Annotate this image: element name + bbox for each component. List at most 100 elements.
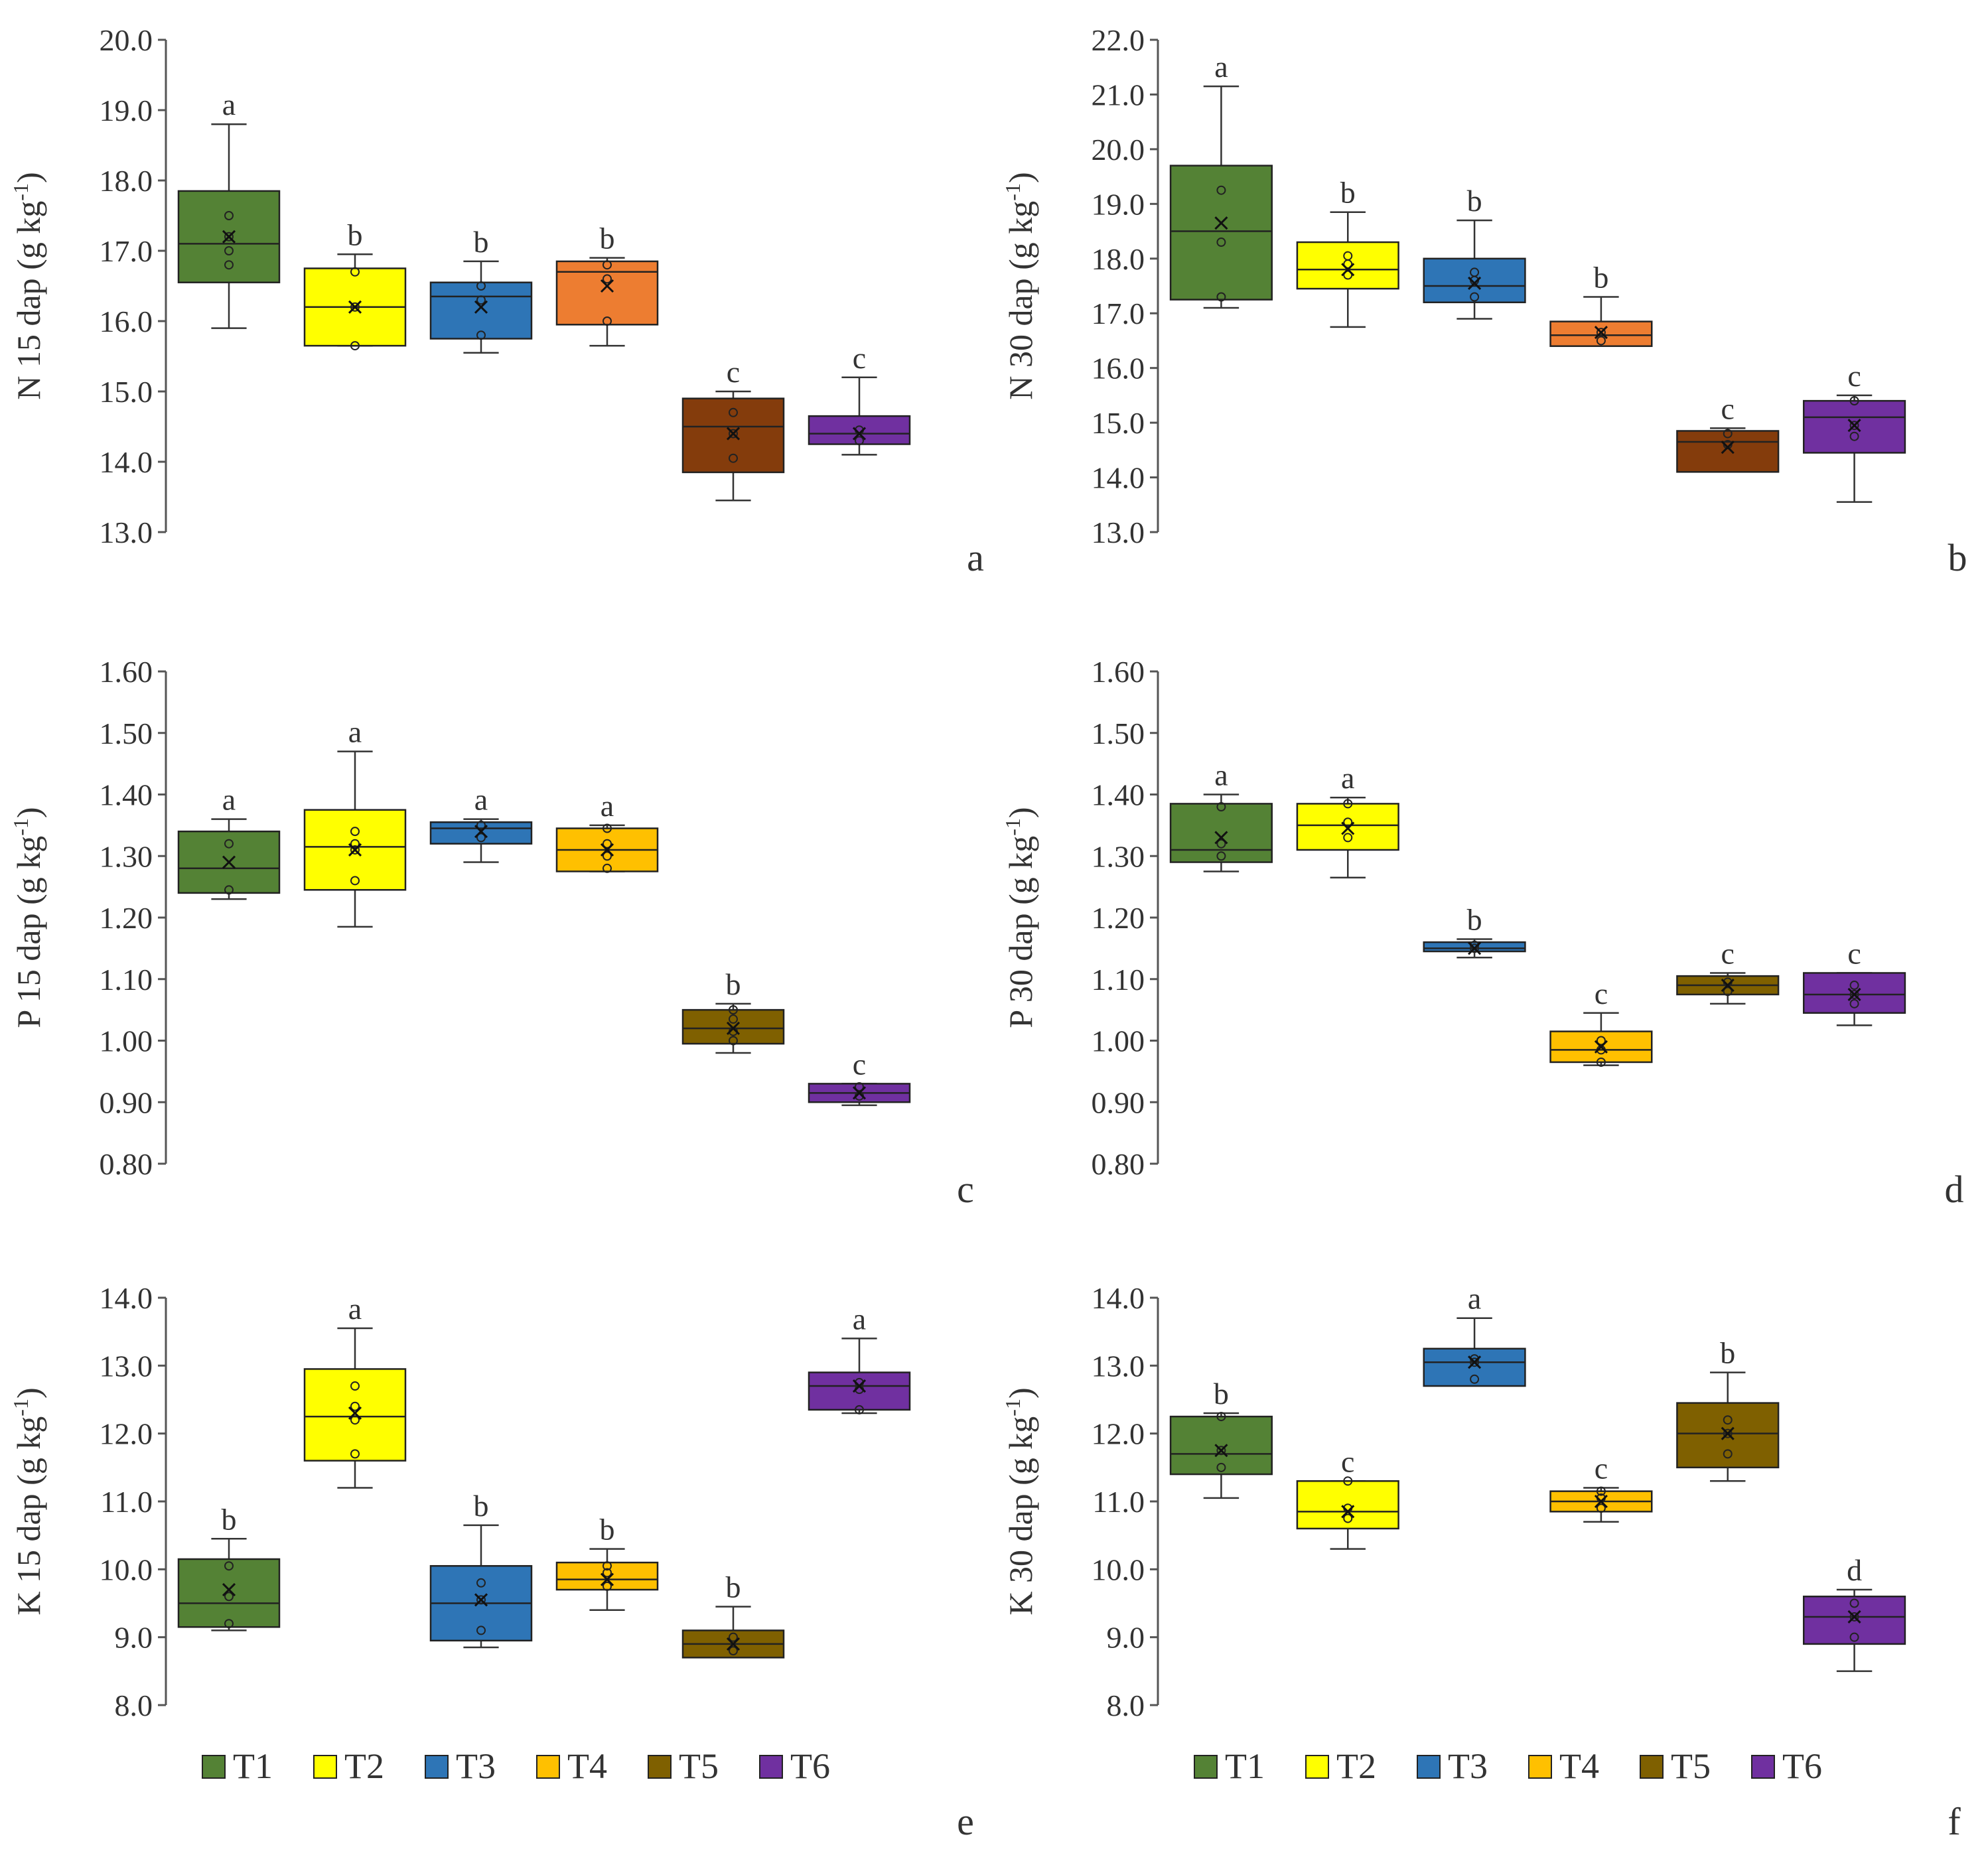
- chart-panel-d: 0.80 0.90 1.00 1.10 1.20 1.30 1.40 1.50 1.60 P 30…: [1001, 655, 1964, 1211]
- data-point: [1723, 1415, 1733, 1425]
- data-point: [1470, 292, 1480, 302]
- y-tick-label: 0.80: [100, 1147, 153, 1181]
- data-point: [1849, 1598, 1859, 1608]
- mean-marker: [726, 1637, 741, 1651]
- data-point: [350, 341, 360, 351]
- legend-swatch-T3: [1417, 1755, 1441, 1779]
- data-point: [603, 274, 612, 284]
- y-tick-label: 1.10: [100, 963, 153, 997]
- y-axis-title-end: ): [1002, 172, 1039, 183]
- data-point: [224, 1592, 234, 1602]
- data-point: [729, 1646, 738, 1656]
- mean-marker: [1594, 326, 1608, 340]
- y-tick-label: 1.60: [100, 655, 153, 689]
- y-tick-label: 14.0: [1092, 461, 1145, 495]
- box-T5: c: [681, 355, 785, 502]
- legend-swatch-T1: [1194, 1755, 1218, 1779]
- y-tick-label: 1.20: [100, 901, 153, 935]
- data-point: [1723, 1449, 1733, 1459]
- significance-letter: a: [1214, 50, 1228, 84]
- significance-letter: c: [1595, 1452, 1608, 1485]
- box-T2: a: [1296, 761, 1399, 878]
- y-tick-label: 0.80: [1092, 1147, 1145, 1181]
- data-point: [1470, 267, 1480, 277]
- legend-swatch-T3: [425, 1755, 449, 1779]
- mean-marker: [1721, 441, 1735, 454]
- significance-letter: b: [348, 218, 363, 251]
- y-tick-label: 13.0: [1092, 516, 1145, 549]
- panel-label: f: [1948, 1800, 1961, 1843]
- box-T3: a: [1423, 1282, 1526, 1387]
- panel-label: c: [957, 1168, 974, 1211]
- y-tick-label: 21.0: [1092, 78, 1145, 111]
- mean-marker: [1214, 1444, 1228, 1458]
- data-point: [729, 429, 738, 439]
- data-point: [603, 1581, 612, 1591]
- mean-marker: [222, 1582, 236, 1597]
- data-point: [1216, 292, 1226, 302]
- mean-marker: [600, 1572, 614, 1586]
- y-tick-label: 1.10: [1092, 963, 1145, 997]
- mean-marker: [1341, 1505, 1355, 1519]
- box-T6: c: [808, 1047, 911, 1107]
- y-tick-label: 14.0: [1092, 1281, 1145, 1315]
- data-point: [350, 1401, 360, 1411]
- box-T5: c: [1676, 936, 1780, 1005]
- data-point: [1343, 1476, 1353, 1486]
- data-point: [1343, 817, 1353, 827]
- significance-letter: b: [1467, 902, 1482, 936]
- box-T1: a: [1169, 758, 1273, 872]
- y-tick-label: 1.00: [100, 1024, 153, 1058]
- y-tick-label: 0.90: [1092, 1085, 1145, 1119]
- box-T6: c: [1803, 936, 1906, 1026]
- data-point: [1343, 251, 1353, 261]
- panel-label: d: [1945, 1168, 1964, 1211]
- data-point: [1849, 1612, 1859, 1622]
- data-point: [1343, 799, 1353, 809]
- y-tick-label: 1.30: [1092, 839, 1145, 873]
- data-point: [350, 1415, 360, 1425]
- mean-marker: [1847, 987, 1861, 1002]
- significance-letter: a: [1468, 1282, 1481, 1316]
- data-point: [855, 436, 864, 446]
- mean-marker: [1468, 941, 1482, 955]
- y-axis-title-end: ): [10, 172, 47, 183]
- data-point: [603, 1561, 612, 1571]
- legend-label-T5: T5: [1671, 1746, 1711, 1786]
- data-point: [1343, 270, 1353, 280]
- legend-swatch-T1: [202, 1755, 226, 1779]
- mean-marker: [474, 1593, 488, 1607]
- significance-letter: b: [222, 1502, 237, 1536]
- data-point: [1849, 421, 1859, 431]
- data-point: [224, 246, 234, 255]
- data-point: [350, 1449, 360, 1459]
- data-point: [476, 1578, 486, 1588]
- mean-marker: [852, 1379, 867, 1393]
- y-tick-label: 15.0: [100, 375, 153, 409]
- y-axis-title: P 30 dap (g kg-1): [1001, 807, 1039, 1028]
- mean-marker: [1214, 216, 1228, 230]
- y-tick-label: 9.0: [1107, 1621, 1145, 1655]
- box-body: [681, 397, 785, 474]
- box-T5: b: [681, 1570, 785, 1659]
- y-tick-label: 18.0: [1092, 242, 1145, 276]
- significance-letter: b: [600, 222, 615, 255]
- y-tick-label: 1.40: [100, 778, 153, 812]
- data-point: [1596, 328, 1606, 338]
- chart-panel-e: 8.0 9.0 10.0 11.0 12.0 13.0 14.0 K 15 dap (g kg…: [9, 1281, 974, 1843]
- data-point: [1849, 989, 1859, 999]
- box-T2: b: [303, 218, 407, 351]
- box-T3: b: [429, 1489, 533, 1649]
- legend-label-T6: T6: [1782, 1746, 1822, 1786]
- box-body: [177, 830, 281, 894]
- mean-marker: [600, 843, 614, 857]
- legend-swatch-T5: [648, 1755, 672, 1779]
- mean-marker: [600, 279, 614, 293]
- mean-marker: [348, 300, 362, 314]
- box-T2: b: [1296, 176, 1399, 328]
- legend-label-T4: T4: [567, 1746, 607, 1786]
- box-body: [1803, 972, 1906, 1014]
- data-point: [1849, 396, 1859, 406]
- data-point: [603, 823, 612, 833]
